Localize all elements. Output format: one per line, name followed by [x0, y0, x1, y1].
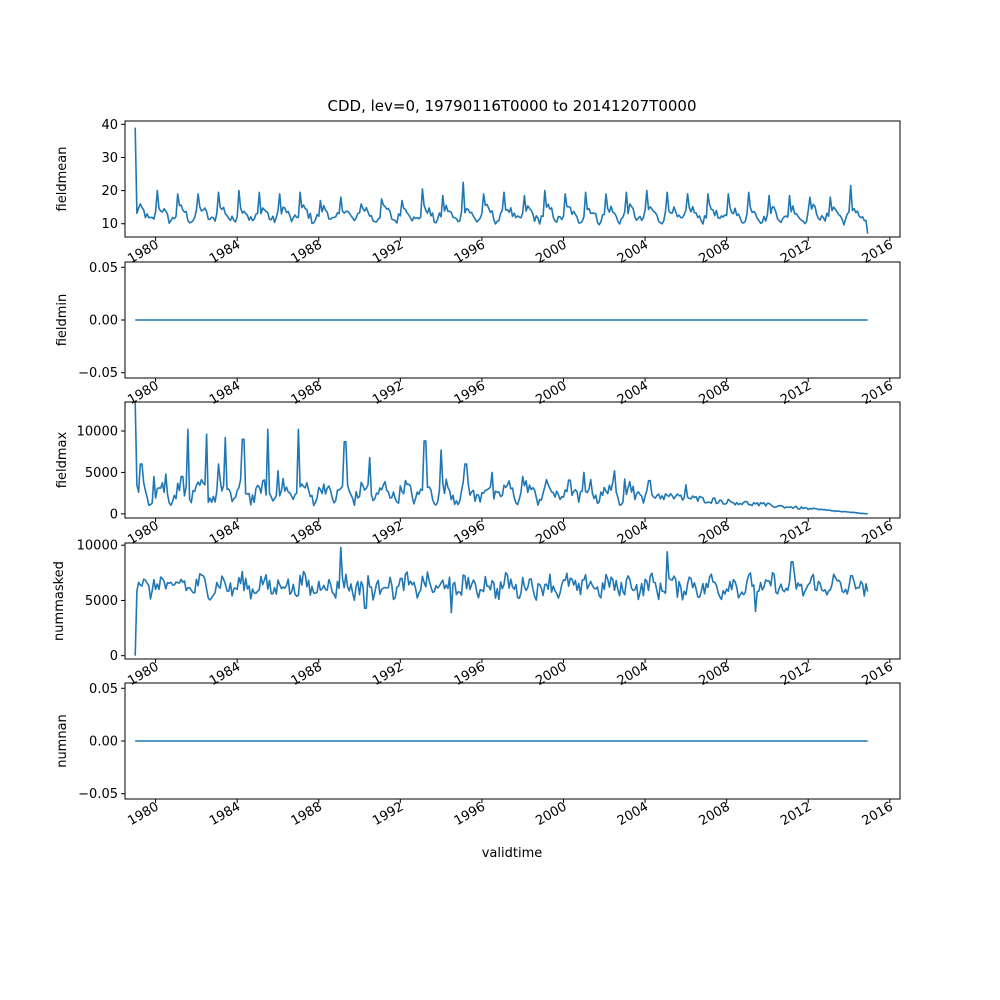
x-tick-label: 2012 [778, 799, 814, 829]
x-tick-label: 2008 [696, 659, 732, 689]
y-tick-label: 10000 [77, 539, 118, 554]
subplot-panels: 10 20 30 40 fieldmean 1980 1984 1988 1992 1996 200… [52, 118, 901, 829]
x-tick-label: 1988 [289, 659, 325, 689]
x-tick-label: 1984 [207, 659, 243, 689]
x-tick-label: 1996 [452, 659, 488, 689]
y-tick-label: 0.05 [89, 682, 118, 697]
y-axis-label: fieldmax [55, 432, 70, 489]
x-tick-label: 2012 [778, 378, 814, 408]
y-tick-label: 0.05 [89, 261, 118, 276]
x-tick-label: 2016 [860, 378, 896, 408]
x-tick-label: 2016 [860, 237, 896, 267]
x-tick-label: 1996 [452, 378, 488, 408]
x-tick-label: 1992 [370, 237, 406, 267]
x-tick-label: 1992 [370, 518, 406, 548]
y-tick-label: 5000 [85, 466, 118, 481]
x-axis-label: validtime [482, 846, 543, 861]
y-axis-label: fieldmin [55, 294, 70, 347]
subplot-fieldmin: 0.05 0.00 −0.05 fieldmin 1980 1984 1988 1992 199… [55, 261, 901, 408]
x-tick-label: 1980 [125, 237, 161, 267]
y-tick-label: 0 [110, 507, 118, 522]
series-line-fieldmean [134, 127, 869, 234]
x-tick-label: 2004 [615, 518, 651, 548]
y-axis-label: numnan [55, 714, 70, 768]
plot-frame [124, 542, 901, 660]
x-tick-label: 1980 [125, 378, 161, 408]
plot-frame [124, 401, 901, 519]
y-tick-label: 5000 [85, 594, 118, 609]
chart-title: CDD, lev=0, 19790116T0000 to 20141207T00… [328, 97, 697, 115]
x-tick-label: 2008 [696, 378, 732, 408]
y-tick-label: 0.00 [89, 314, 118, 329]
x-tick-label: 1988 [289, 237, 325, 267]
x-tick-label: 1988 [289, 799, 325, 829]
y-axis-label: nummasked [52, 561, 67, 641]
x-tick-label: 2012 [778, 237, 814, 267]
subplot-fieldmean: 10 20 30 40 fieldmean 1980 1984 1988 1992 1996 200… [55, 118, 901, 267]
x-tick-label: 1988 [289, 518, 325, 548]
x-tick-label: 2012 [778, 659, 814, 689]
x-tick-label: 1984 [207, 518, 243, 548]
x-tick-label: 2000 [533, 799, 569, 829]
subplot-fieldmax: 0 5000 10000 fieldmax 1980 1984 1988 1992 1996 20… [55, 401, 901, 548]
x-tick-label: 2004 [615, 799, 651, 829]
x-tick-label: 2000 [533, 237, 569, 267]
subplot-numnan: 0.05 0.00 −0.05 numnan 1980 1984 1988 1992 1996 2… [55, 682, 901, 829]
y-tick-label: 0 [110, 649, 118, 664]
x-tick-label: 1980 [125, 799, 161, 829]
x-tick-label: 2004 [615, 378, 651, 408]
y-tick-label: 10000 [77, 425, 118, 440]
x-tick-label: 2008 [696, 237, 732, 267]
x-tick-label: 1992 [370, 378, 406, 408]
subplot-nummasked: 0 5000 10000 nummasked 1980 1984 1988 1992 1996 2… [52, 539, 901, 689]
x-tick-label: 2008 [696, 799, 732, 829]
x-tick-label: 2000 [533, 659, 569, 689]
x-tick-label: 2004 [615, 237, 651, 267]
x-tick-label: 1980 [125, 659, 161, 689]
y-tick-label: −0.05 [78, 787, 118, 802]
x-tick-label: 1996 [452, 237, 488, 267]
x-tick-label: 1992 [370, 659, 406, 689]
x-tick-label: 1984 [207, 378, 243, 408]
x-tick-label: 2012 [778, 518, 814, 548]
x-tick-label: 1992 [370, 799, 406, 829]
x-tick-label: 1984 [207, 799, 243, 829]
x-tick-label: 1996 [452, 799, 488, 829]
series-line-nummasked [134, 546, 869, 656]
x-tick-label: 2016 [860, 518, 896, 548]
series-line-fieldmax [134, 401, 868, 515]
x-tick-label: 2008 [696, 518, 732, 548]
y-tick-label: 30 [101, 151, 118, 166]
x-tick-label: 2016 [860, 659, 896, 689]
y-tick-label: −0.05 [78, 366, 118, 381]
y-tick-label: 0.00 [89, 735, 118, 750]
x-tick-label: 2000 [533, 378, 569, 408]
x-tick-label: 1980 [125, 518, 161, 548]
x-tick-label: 2004 [615, 659, 651, 689]
y-tick-label: 20 [101, 184, 118, 199]
y-tick-label: 40 [101, 118, 118, 133]
plot-frame [124, 120, 901, 238]
x-tick-label: 1996 [452, 518, 488, 548]
y-axis-label: fieldmean [55, 147, 70, 212]
x-tick-label: 1984 [207, 237, 243, 267]
x-tick-label: 2016 [860, 799, 896, 829]
x-tick-label: 1988 [289, 378, 325, 408]
y-tick-label: 10 [101, 217, 118, 232]
x-tick-label: 2000 [533, 518, 569, 548]
